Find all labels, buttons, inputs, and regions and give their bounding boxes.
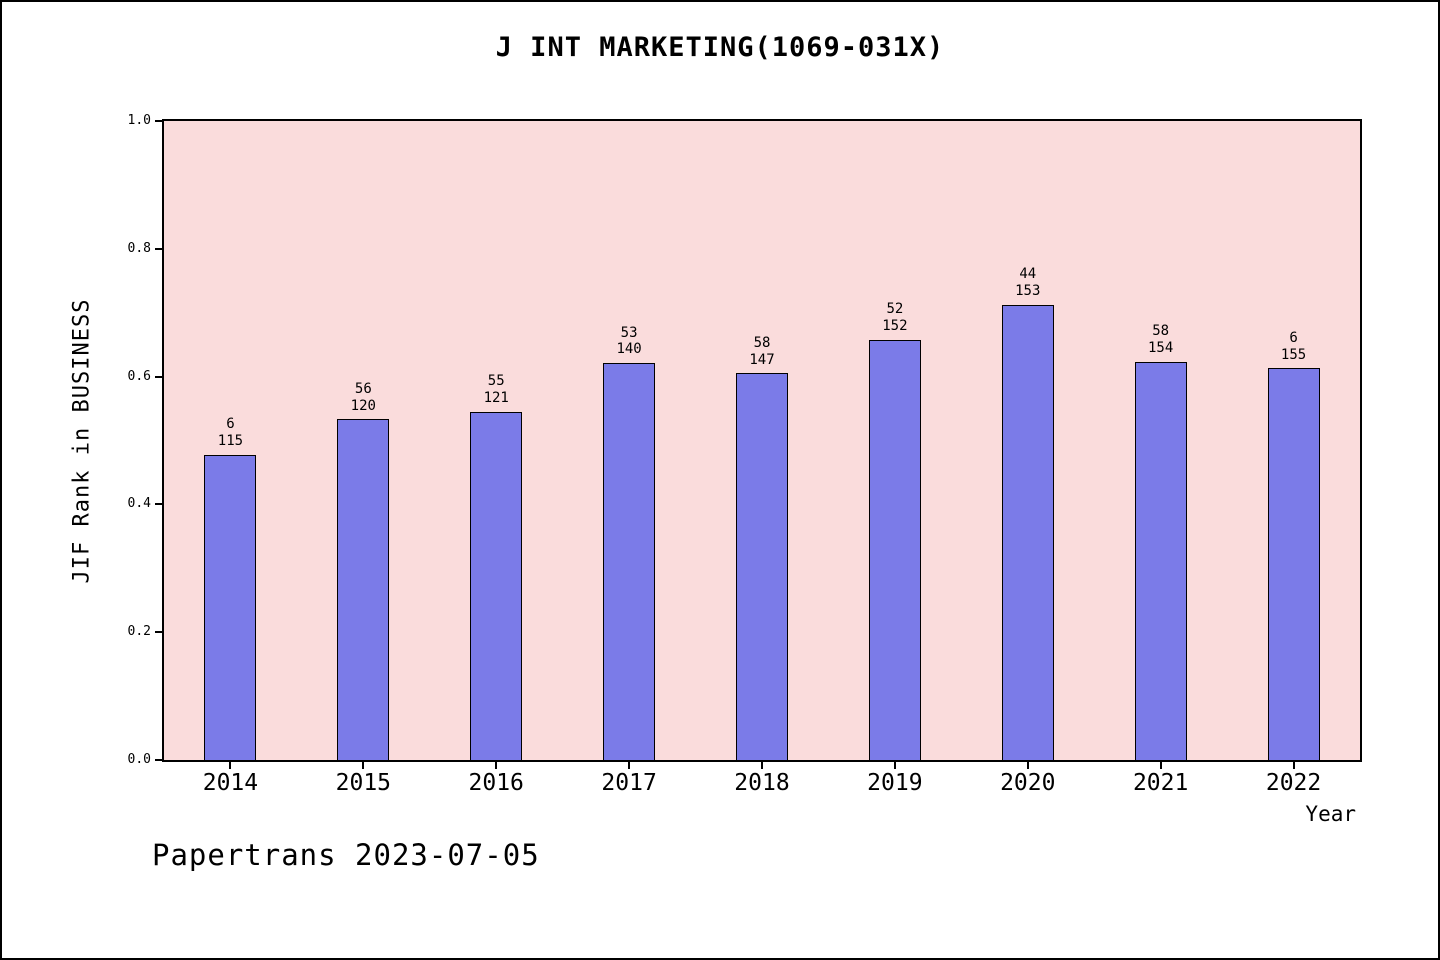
- y-tick: [155, 631, 164, 634]
- y-tick: [155, 120, 164, 122]
- bar-value-label: 52 152: [882, 300, 908, 334]
- bar-value-label: 55 121: [483, 373, 509, 406]
- x-tick-label: 2014: [202, 770, 259, 796]
- y-tick: [155, 247, 164, 250]
- bar-value-label: 53 140: [616, 324, 642, 358]
- bar-value-label: 56 120: [350, 380, 376, 414]
- footer-watermark: Papertrans 2023-07-05: [152, 838, 540, 872]
- plot-area: JIF Rank in BUSINESS Year 0.0 0.2 0.4 0.6 0.…: [70, 113, 1362, 826]
- bar-value-label: 44 153: [1015, 266, 1041, 300]
- chart-title: J INT MARKETING(1069-031X): [495, 32, 945, 63]
- bar-value-label: 58 147: [749, 334, 775, 368]
- bar-value-label: 6 115: [217, 415, 244, 449]
- y-axis-label: JIF Rank in BUSINESS: [69, 298, 95, 583]
- x-tick: [628, 760, 631, 769]
- bar-value-label: 6 155: [1280, 329, 1307, 363]
- x-axis-label: Year: [1305, 802, 1356, 826]
- x-tick-label: 2020: [1000, 770, 1056, 796]
- y-tick-label: 0.2: [127, 624, 151, 640]
- x-tick-label: 2018: [734, 770, 790, 796]
- bar: [736, 373, 788, 760]
- y-tick: [155, 375, 164, 378]
- bar: [204, 454, 257, 760]
- x-tick: [495, 760, 498, 769]
- x-tick-label: 2022: [1265, 770, 1322, 796]
- bar: [1001, 305, 1054, 760]
- x-tick: [761, 760, 763, 769]
- y-tick-label: 0.8: [127, 240, 151, 256]
- x-tick-label: 2016: [468, 770, 524, 796]
- x-tick: [893, 760, 896, 769]
- bar: [603, 363, 656, 760]
- y-tick: [155, 759, 164, 761]
- y-tick: [155, 503, 164, 506]
- x-tick-label: 2017: [601, 770, 657, 796]
- bar: [1267, 368, 1320, 760]
- x-tick-label: 2019: [867, 770, 923, 796]
- x-tick-label: 2015: [335, 770, 392, 796]
- bar: [1134, 361, 1187, 760]
- x-tick: [229, 760, 232, 769]
- bar: [337, 419, 390, 760]
- x-tick-label: 2021: [1132, 770, 1189, 796]
- x-tick: [362, 760, 365, 769]
- x-tick: [1026, 760, 1029, 769]
- bar: [868, 339, 921, 760]
- x-tick: [1159, 760, 1162, 769]
- x-tick: [1292, 760, 1295, 769]
- y-tick-label: 1.0: [127, 113, 151, 128]
- bar-value-label: 58 154: [1148, 323, 1174, 357]
- y-tick-label: 0.0: [127, 752, 151, 767]
- bar: [470, 411, 523, 760]
- y-tick-label: 0.6: [127, 368, 151, 384]
- y-tick-label: 0.4: [127, 496, 151, 512]
